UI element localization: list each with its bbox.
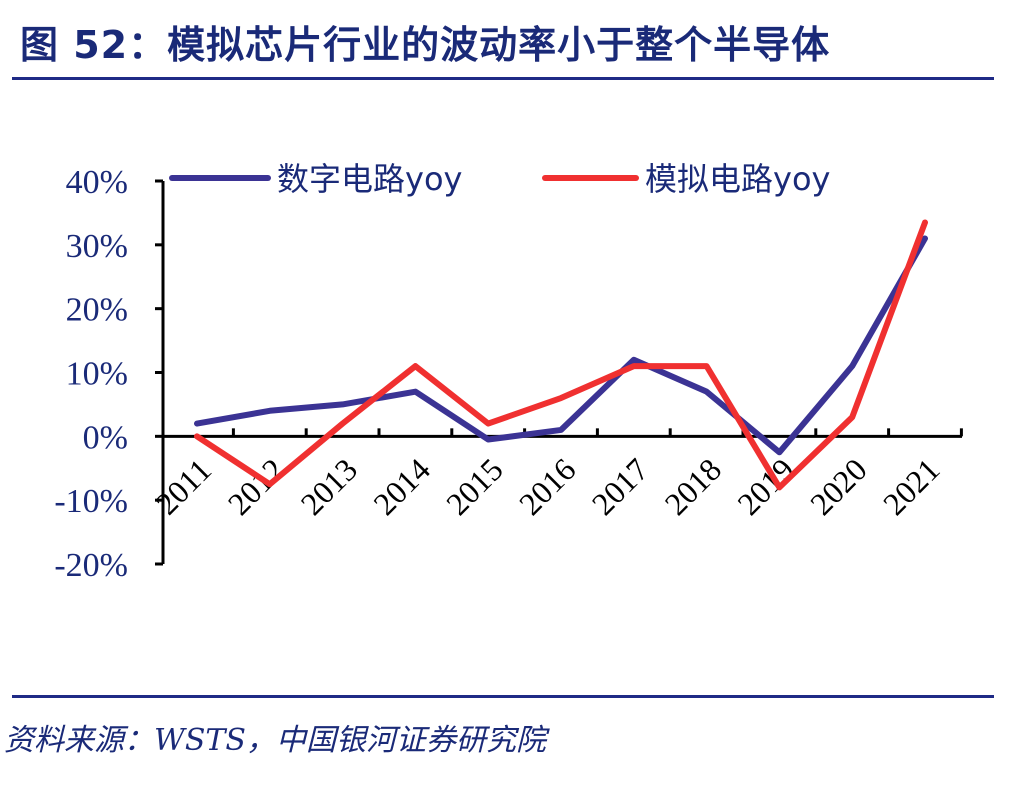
series-line-digital [194, 235, 928, 456]
line-chart: 40% 30% 20% 10% 0% -10% -20% 2011 2012 2013 2014 2… [54, 160, 963, 584]
y-tick-label: 0% [83, 419, 128, 456]
x-tick-label: 2015 [439, 451, 510, 522]
y-tick-label: -20% [54, 547, 128, 584]
bottom-rule [12, 695, 994, 698]
y-axis-ticks: 40% 30% 20% 10% 0% -10% -20% [54, 164, 163, 584]
source-note: 资料来源：WSTS，中国银河证券研究院 [4, 723, 546, 758]
series-lines [194, 219, 928, 491]
legend-label: 模拟电路yoy [645, 160, 830, 198]
x-axis-ticks: 2011 2012 2013 2014 2015 2016 2017 2018 2019 2020… [148, 428, 963, 522]
x-tick-label: 2021 [876, 451, 947, 522]
y-tick-label: 10% [66, 356, 128, 393]
y-tick-label: -10% [54, 483, 128, 520]
x-tick-label: 2018 [657, 451, 728, 522]
x-tick-label: 2014 [366, 451, 437, 522]
figure-title: 图 52：模拟芯片行业的波动率小于整个半导体 [20, 23, 831, 67]
y-tick-label: 40% [66, 164, 128, 201]
legend-label: 数字电路yoy [277, 160, 462, 198]
top-rule [12, 77, 994, 80]
chart-legend: 数字电路yoy 模拟电路yoy [169, 160, 830, 198]
x-tick-label: 2016 [512, 451, 583, 522]
series-line-analog [194, 219, 928, 491]
x-tick-label: 2011 [148, 452, 218, 522]
x-tick-label: 2020 [803, 451, 874, 522]
x-tick-label: 2017 [585, 451, 656, 522]
x-tick-label: 2013 [293, 451, 364, 522]
y-tick-label: 20% [66, 292, 128, 329]
y-tick-label: 30% [66, 228, 128, 265]
